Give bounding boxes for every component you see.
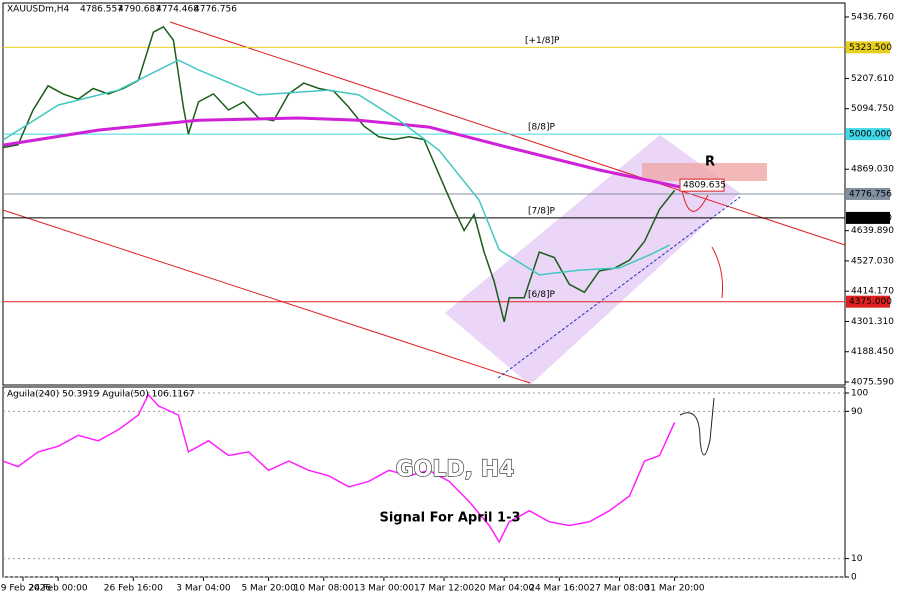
arrow	[681, 189, 709, 212]
symbol: XAUUSDm,H4	[7, 5, 70, 15]
level-box	[846, 211, 890, 224]
y-tick-label: 4414.170	[851, 287, 894, 297]
trendline	[169, 21, 846, 246]
x-tick-label: 3 Mar 04:00	[176, 584, 231, 594]
y-tick-label: 4301.310	[851, 317, 894, 327]
y-tick-label: 90	[851, 407, 863, 417]
x-tick-label: 13 Mar 00:00	[354, 584, 414, 594]
ohlc-high: 4790.687	[118, 5, 161, 15]
y-tick-label: 4527.030	[851, 256, 894, 266]
series-line	[2, 59, 670, 276]
level-label: 4375.000	[849, 297, 892, 307]
level-box	[846, 41, 890, 54]
indicator-label: Aguila(240) 50.3919 Aguila(50) 106.1167	[7, 390, 195, 400]
y-tick-label: 4188.450	[851, 347, 894, 357]
y-tick-label: 4869.030	[851, 165, 894, 175]
x-tick-label: 31 Mar 20:00	[645, 584, 705, 594]
y-tick-label: 4075.590	[851, 377, 894, 387]
x-tick-label: 26 Feb 16:00	[104, 584, 163, 594]
x-tick-label: 10 Mar 08:00	[294, 584, 354, 594]
channel-zone	[445, 135, 740, 385]
level-tag: [7/8]P	[528, 206, 556, 216]
plot-layer: 5436.760 5207.610 5094.750 4869.030 4639.890…	[0, 12, 894, 593]
chart-title: GOLD, H4	[396, 457, 515, 482]
x-tick-label: 24 Feb 00:00	[29, 584, 88, 594]
arrow	[679, 397, 715, 456]
y-tick-label: 4639.890	[851, 226, 894, 236]
level-label: 4687.500	[849, 213, 892, 223]
resistance-value: 4809.635	[683, 181, 726, 191]
level-tag: [6/8]P	[528, 290, 556, 300]
y-tick-label: 0	[851, 573, 857, 583]
x-tick-label: 20 Mar 04:00	[474, 584, 534, 594]
trendline	[2, 209, 531, 384]
ohlc-close: 4776.756	[194, 5, 237, 15]
level-box	[846, 295, 890, 308]
x-tick-label: 27 Mar 08:00	[589, 584, 649, 594]
level-label: 5000.000	[849, 130, 892, 140]
y-tick-label: 5094.750	[851, 104, 894, 114]
resistance-zone	[642, 163, 767, 181]
level-label: 5323.500	[849, 43, 892, 53]
series-line	[2, 393, 676, 544]
x-tick-label: 5 Mar 20:00	[241, 584, 296, 594]
series-line	[2, 116, 680, 189]
chart-subtitle: Signal For April 1-3	[379, 511, 520, 526]
level-tag: [8/8]P	[528, 123, 556, 133]
resistance-box	[679, 178, 725, 192]
y-tick-label: 10	[851, 554, 863, 564]
support-line	[497, 196, 741, 379]
y-tick-label: 5207.610	[851, 74, 894, 84]
level-box	[846, 187, 890, 200]
resistance-label: R	[705, 155, 715, 170]
ohlc-low: 4774.468	[156, 5, 199, 15]
y-tick-label: 5436.760	[851, 12, 894, 22]
x-tick-label: 17 Mar 12:00	[414, 584, 474, 594]
arrow	[711, 246, 723, 299]
level-label: 4776.756	[849, 189, 892, 199]
level-box	[846, 128, 890, 141]
ohlc-open: 4786.557	[80, 5, 123, 15]
x-tick-label: 19 Feb 2026	[0, 584, 51, 594]
x-tick-label: 24 Mar 16:00	[529, 584, 589, 594]
y-tick-label: 100	[851, 388, 868, 398]
level-tag: [+1/8]P	[525, 36, 560, 46]
